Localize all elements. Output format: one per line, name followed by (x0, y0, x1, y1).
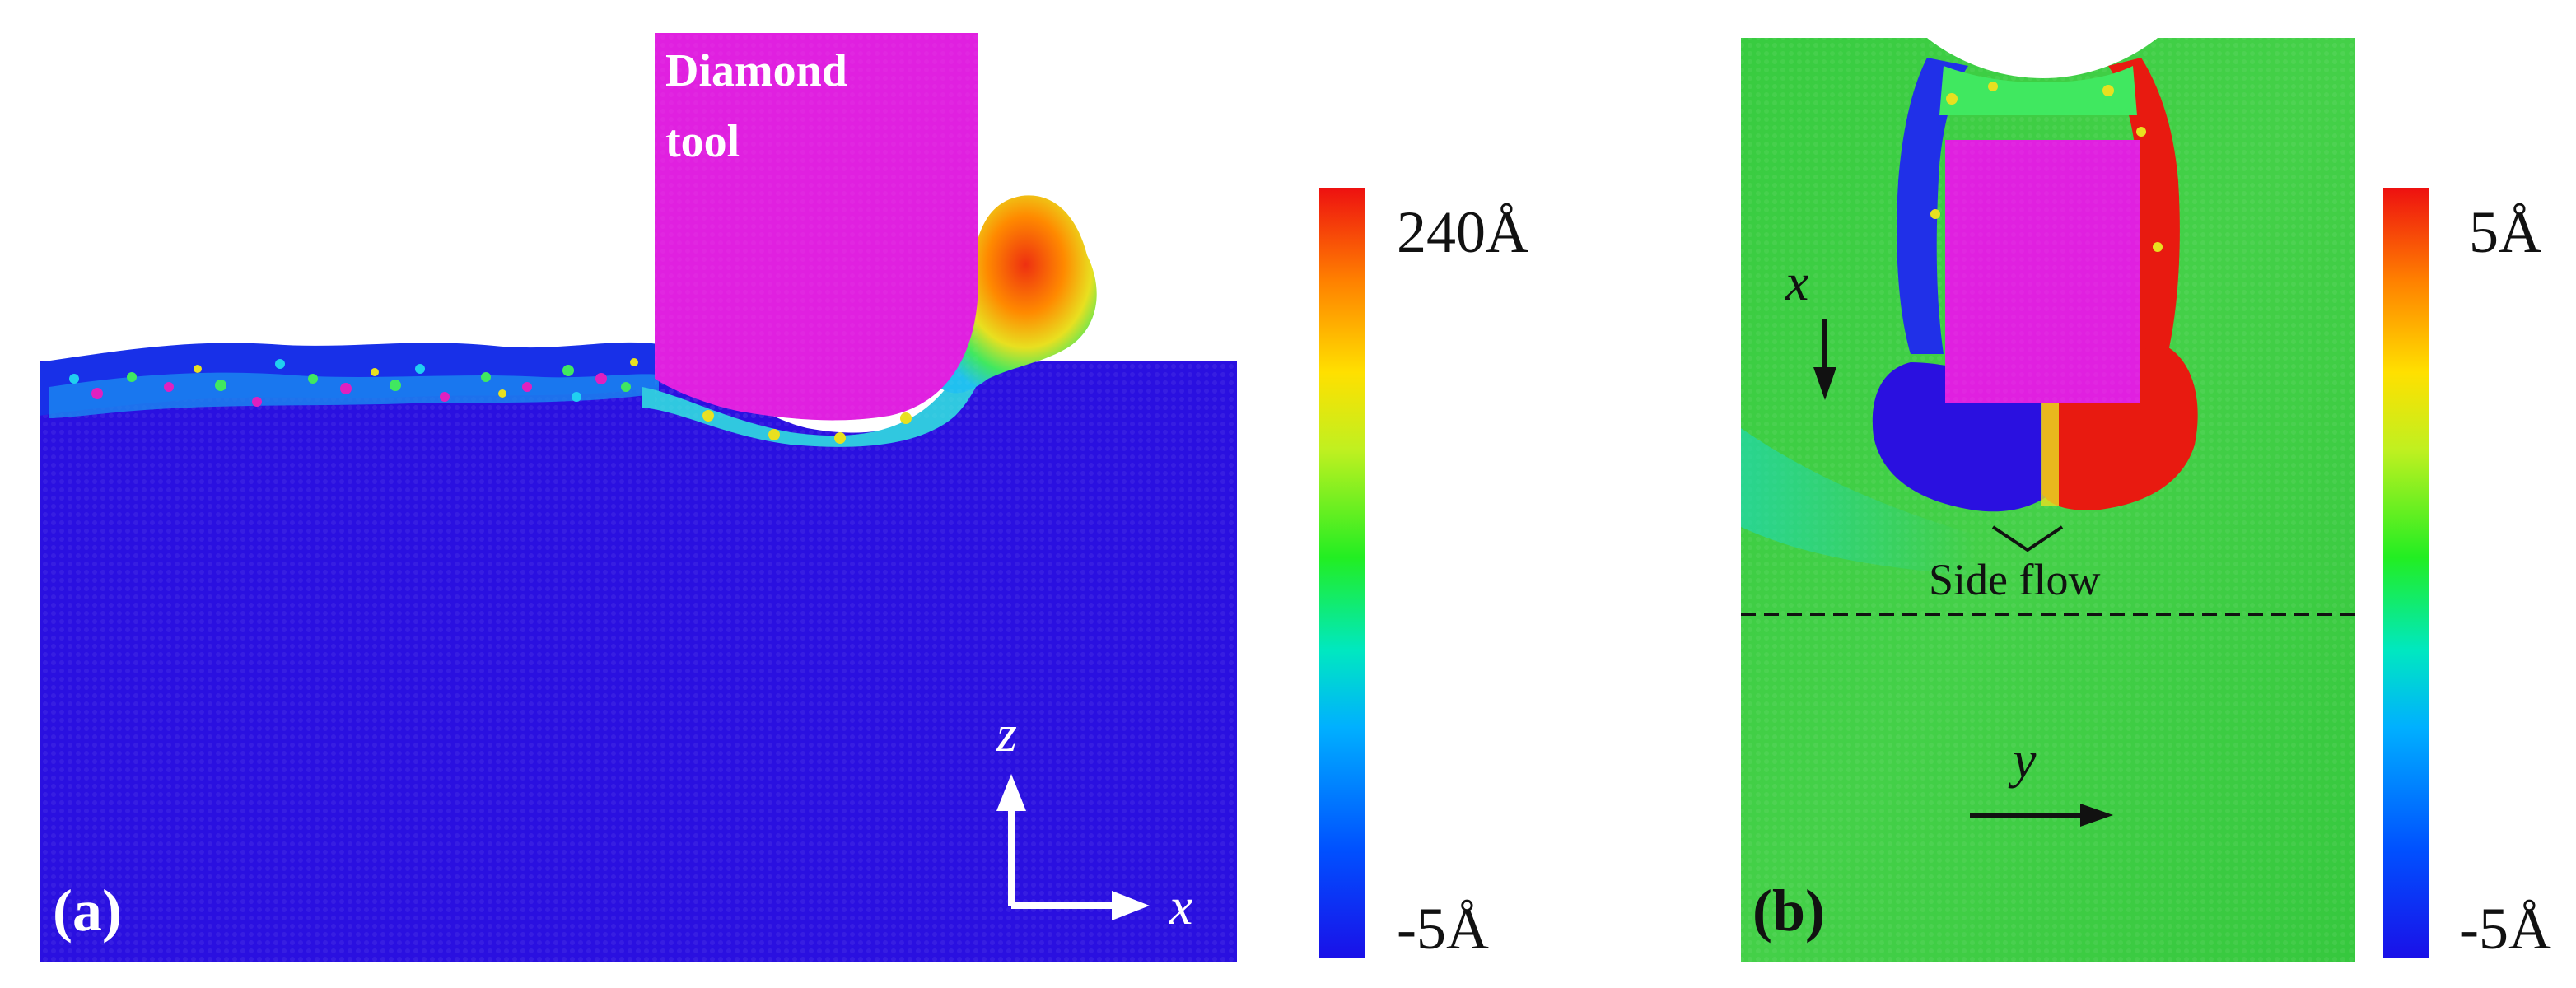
panel-a: Diamond tool z x (a) 240Å -5Å (40, 33, 1528, 962)
side-flow-label: Side flow (1929, 555, 2101, 604)
colorbar-b-min: -5Å (2459, 896, 2551, 962)
axis-x-arrow-b: x (1785, 253, 1836, 400)
surface-debris (40, 342, 659, 418)
panel-a-label: (a) (53, 878, 122, 944)
colorbar-a-min: -5Å (1397, 896, 1489, 962)
arrow-down-icon (1813, 367, 1836, 400)
groove-edge-speckle (1930, 82, 2163, 252)
panel-b: x Side flow y (b) 5Å -5Å (1741, 38, 2551, 962)
tool-label-line1: Diamond (665, 45, 847, 96)
colorbar-b (2383, 188, 2429, 958)
arrow-up-icon (996, 774, 1026, 811)
colorbar-a-max: 240Å (1397, 199, 1528, 265)
groove-edge-right (2108, 58, 2180, 362)
colorbar-b-max: 5Å (2469, 199, 2541, 265)
axis-x-label-b: x (1785, 253, 1808, 311)
axis-triad-a: z x (996, 704, 1192, 935)
groove-edge-left (1897, 58, 1968, 354)
arrow-right-icon (1112, 891, 1150, 920)
axis-y-label-b: y (2008, 730, 2037, 789)
axis-y-arrow-b: y (1970, 730, 2113, 827)
tool-label-line2: tool (665, 116, 740, 167)
axis-z-label: z (996, 704, 1017, 762)
side-flow-annotation: Side flow (1929, 525, 2101, 604)
arrow-right-icon (2080, 804, 2113, 827)
colorbar-a (1319, 188, 1365, 958)
axis-x-label: x (1169, 877, 1192, 935)
panel-b-label: (b) (1752, 878, 1825, 944)
